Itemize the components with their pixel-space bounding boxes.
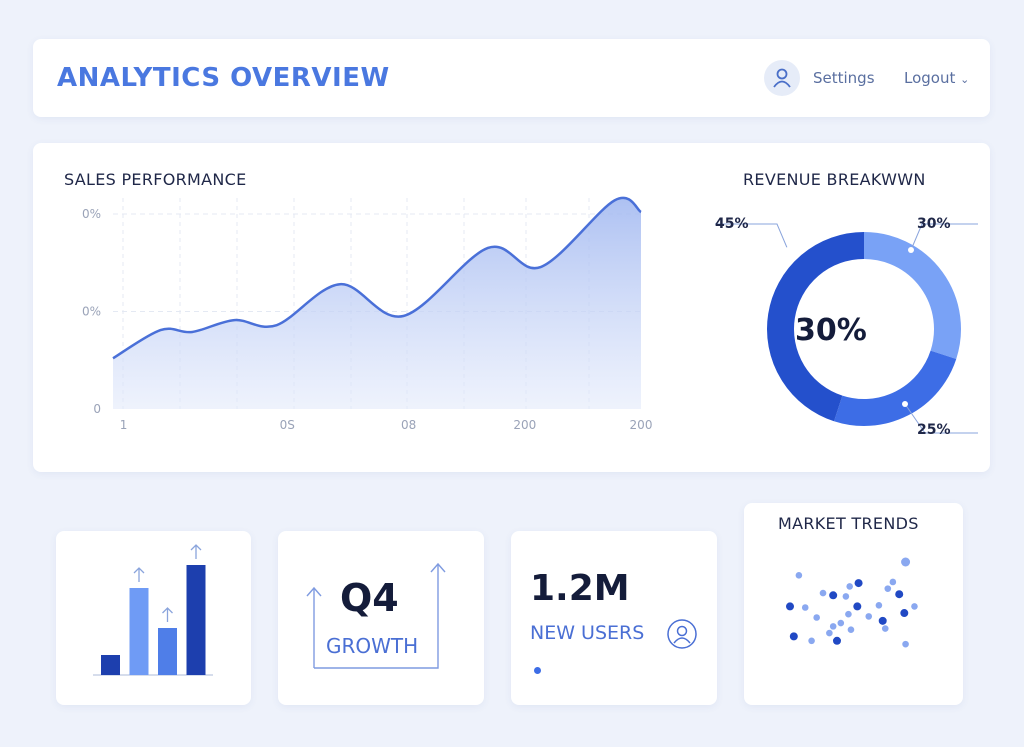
status-dot <box>534 667 541 674</box>
chevron-down-icon: ⌄ <box>960 73 970 86</box>
revenue-donut-chart <box>715 223 978 434</box>
sales-chart-title: SALES PERFORMANCE <box>64 170 247 189</box>
scatter-point <box>819 589 827 597</box>
leader-line <box>910 223 978 251</box>
user-circle-icon <box>667 619 697 649</box>
scatter-point <box>826 629 833 637</box>
arrow-up-icon <box>133 567 145 582</box>
sales-area-fill <box>113 197 641 409</box>
scatter-point <box>842 593 850 600</box>
scatter-point <box>854 579 863 588</box>
x-tick-label: 08 <box>401 418 416 432</box>
scatter-point <box>837 619 845 627</box>
donut-slice <box>863 232 961 359</box>
page-title: ANALYTICS OVERVIEW <box>57 63 390 93</box>
scatter-point <box>900 609 909 618</box>
scatter-point <box>875 601 883 609</box>
y-tick-label: 0% <box>82 207 101 221</box>
scatter-point <box>829 591 838 600</box>
scatter-point <box>865 613 873 620</box>
bar <box>158 628 177 675</box>
growth-arrows-icon <box>306 562 446 669</box>
main-panel: SALES PERFORMANCE 0% 0% 0 1 0S 08 200 200 REVEN… <box>33 143 990 472</box>
donut-center-value: 30% <box>795 313 867 348</box>
leader-line <box>904 403 978 434</box>
sales-area-chart: 0% 0% 0 1 0S 08 200 200 <box>82 196 653 432</box>
revenue-chart-title: REVENUE BREAKWWN <box>743 170 926 189</box>
market-trends-card: MARKET TRENDS <box>744 503 963 705</box>
scatter-point <box>789 632 798 641</box>
leader-line <box>715 223 789 251</box>
scatter-point <box>795 572 803 579</box>
scatter-point <box>884 585 892 592</box>
scatter-point <box>878 616 887 625</box>
user-icon <box>773 68 791 88</box>
sales-line <box>112 196 642 360</box>
growth-quarter: Q4 <box>340 576 399 620</box>
logout-menu[interactable]: Logout ⌄ <box>904 69 969 87</box>
scatter-point <box>853 602 862 611</box>
x-tick-label: 200 <box>513 418 536 432</box>
scatter-point <box>902 640 909 648</box>
scatter-point <box>901 557 911 567</box>
scatter-point <box>895 590 904 599</box>
scatter-point <box>801 604 809 611</box>
scatter-point <box>881 625 889 632</box>
x-tick-label: 200 <box>630 418 653 432</box>
donut-slice <box>834 350 957 426</box>
slice-label-45: 45% <box>715 216 749 232</box>
new-users-label: NEW USERS <box>530 622 645 644</box>
x-tick-label: 0S <box>280 418 295 432</box>
leader-dot <box>785 247 791 253</box>
scatter-point <box>808 637 815 645</box>
x-tick-label: 1 <box>120 418 128 432</box>
growth-label: GROWTH <box>326 634 419 658</box>
growth-card: Q4 GROWTH <box>278 531 484 705</box>
market-scatter-plot <box>786 557 918 648</box>
leader-dot <box>902 401 908 407</box>
slice-label-30: 30% <box>917 216 951 232</box>
scatter-point <box>845 610 852 618</box>
leader-dot <box>908 247 914 253</box>
settings-link[interactable]: Settings <box>813 69 875 87</box>
scatter-point <box>832 636 841 645</box>
scatter-point <box>813 614 820 621</box>
logout-label: Logout <box>904 69 956 87</box>
scatter-point <box>889 578 897 586</box>
scatter-point <box>847 626 855 634</box>
scatter-point <box>786 602 794 611</box>
scatter-point <box>846 583 853 590</box>
bar <box>129 588 149 675</box>
header-bar: ANALYTICS OVERVIEW Settings Logout ⌄ <box>33 39 990 117</box>
scatter-point <box>829 623 837 630</box>
y-tick-label: 0 <box>93 402 101 416</box>
arrow-up-icon <box>162 607 173 622</box>
scatter-point <box>911 603 918 610</box>
mini-bar-chart <box>93 544 213 676</box>
market-trends-title: MARKET TRENDS <box>778 514 919 533</box>
bar-chart-card <box>56 531 251 705</box>
new-users-value: 1.2M <box>530 568 630 609</box>
bar <box>186 565 206 675</box>
y-tick-label: 0% <box>82 305 101 319</box>
bar <box>101 655 120 675</box>
arrow-up-icon <box>190 544 202 559</box>
donut-slice <box>767 232 865 422</box>
new-users-card: 1.2M NEW USERS <box>511 531 717 705</box>
user-avatar[interactable] <box>764 60 800 96</box>
slice-label-25: 25% <box>917 422 951 438</box>
